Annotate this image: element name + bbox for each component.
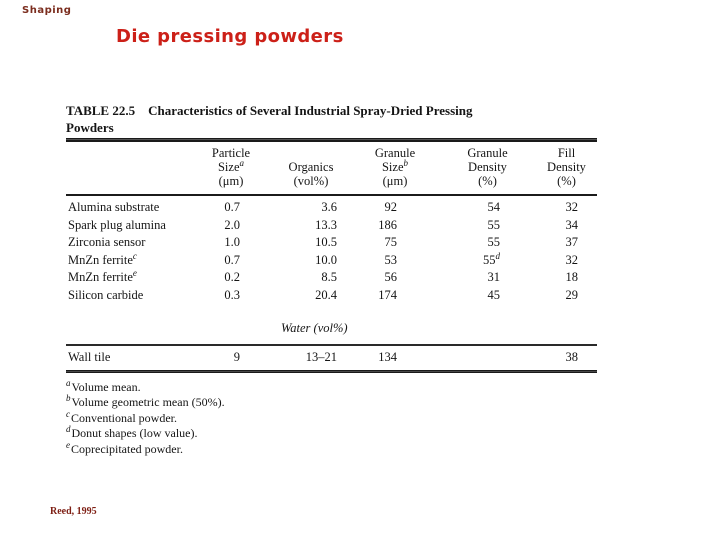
- column-header-granule-density: Granule Density (%): [467, 146, 508, 188]
- footnote: eCoprecipitated powder.: [66, 439, 183, 456]
- cell-granule-size: 56: [384, 270, 398, 284]
- table-caption-line2: Powders: [66, 120, 114, 135]
- cell-material: Silicon carbide: [68, 287, 144, 302]
- table-row: MnZn ferritee 0.2 8.5 56 31 18: [66, 267, 597, 287]
- cell-material: Spark plug alumina: [68, 217, 166, 232]
- cell-granule-density: 55d: [483, 250, 500, 267]
- cell-material: Zirconia sensor: [68, 235, 146, 249]
- cell-organics: 13.3: [315, 217, 337, 232]
- cell-material: MnZn ferritee: [68, 267, 137, 284]
- slide-eyebrow: Shaping: [22, 5, 72, 16]
- cell-particle-size: 0.7: [224, 252, 240, 267]
- table-row: Zirconia sensor 1.0 10.5 75 55 37: [66, 234, 597, 252]
- cell-particle-size: 0.2: [224, 270, 240, 284]
- water-section-label: Water (vol%): [281, 321, 348, 335]
- cell-granule-size: 92: [384, 200, 398, 214]
- cell-particle-size: 0.7: [224, 200, 240, 214]
- cell-granule-size: 186: [378, 217, 397, 232]
- column-header-organics: Organics (vol%): [288, 160, 334, 188]
- cell-fill-density: 34: [565, 217, 579, 232]
- cell-fill-density: 18: [565, 270, 579, 284]
- table-top-rule: [66, 138, 597, 142]
- cell-organics: 10.0: [315, 252, 337, 267]
- cell-particle-size: 9: [233, 350, 240, 364]
- table-caption-text: Characteristics of Several Industrial Sp…: [148, 103, 473, 118]
- footnote: aVolume mean.: [66, 377, 141, 394]
- cell-granule-size: 134: [378, 350, 397, 364]
- cell-material: MnZn ferritec: [68, 250, 137, 267]
- cell-particle-size: 1.0: [224, 235, 240, 249]
- table-row: Wall tile 9 13–21 134 38: [66, 349, 597, 367]
- table-header-rule: [66, 194, 597, 196]
- table-row: Alumina substrate 0.7 3.6 92 54 32: [66, 199, 597, 217]
- cell-granule-size: 75: [384, 235, 398, 249]
- cell-granule-size: 53: [384, 252, 398, 267]
- table-caption: TABLE 22.5 Characteristics of Several Ind…: [66, 102, 597, 136]
- cell-organics: 3.6: [321, 200, 337, 214]
- cell-fill-density: 32: [565, 200, 579, 214]
- column-header-fill-density: Fill Density (%): [547, 146, 586, 188]
- cell-granule-density: 31: [487, 270, 501, 284]
- table-bottom-rule: [66, 369, 597, 373]
- water-section-rule: [66, 344, 597, 346]
- table-figure: TABLE 22.5 Characteristics of Several Ind…: [66, 100, 597, 457]
- cell-granule-density: 55: [487, 235, 501, 249]
- cell-particle-size: 2.0: [224, 217, 240, 232]
- cell-fill-density: 38: [565, 350, 579, 364]
- table-body: Alumina substrate 0.7 3.6 92 54 32 Spark…: [66, 199, 597, 304]
- page-title: Die pressing powders: [116, 26, 344, 47]
- table-caption-line1: TABLE 22.5 Characteristics of Several Ind…: [66, 102, 597, 119]
- source-credit: Reed, 1995: [50, 506, 97, 517]
- table-row: Spark plug alumina 2.0 13.3 186 55 34: [66, 217, 597, 235]
- column-header-particle-size: Particle Sizea (μm): [211, 146, 251, 188]
- cell-fill-density: 32: [565, 252, 579, 267]
- table-footnotes: aVolume mean. bVolume geometric mean (50…: [66, 377, 597, 458]
- cell-fill-density: 29: [565, 287, 579, 302]
- cell-organics: 10.5: [315, 235, 337, 249]
- cell-material: Alumina substrate: [68, 200, 160, 214]
- column-header-granule-size: Granule Sizeb (μm): [374, 146, 416, 188]
- cell-particle-size: 0.3: [224, 287, 240, 302]
- cell-granule-density: 54: [487, 200, 501, 214]
- table-number-label: TABLE 22.5: [66, 103, 136, 118]
- cell-fill-density: 37: [565, 235, 579, 249]
- footnote: dDonut shapes (low value).: [66, 424, 198, 441]
- cell-granule-density: 45: [487, 287, 501, 302]
- table-row: MnZn ferritec 0.7 10.0 53 55d 32: [66, 250, 597, 270]
- cell-material: Wall tile: [68, 350, 111, 364]
- cell-organics: 13–21: [305, 350, 337, 364]
- cell-granule-density: [439, 349, 536, 367]
- table-row: Silicon carbide 0.3 20.4 174 45 29: [66, 287, 597, 305]
- cell-granule-size: 174: [378, 287, 397, 302]
- footnote: cConventional powder.: [66, 408, 177, 425]
- footnote: bVolume geometric mean (50%).: [66, 393, 225, 410]
- table-header-row: Particle Sizea (μm) Organics (vol%) Gran…: [66, 146, 597, 188]
- cell-granule-density: 55: [487, 217, 501, 232]
- cell-organics: 20.4: [315, 287, 337, 302]
- cell-organics: 8.5: [321, 270, 337, 284]
- column-header-material: [66, 146, 191, 188]
